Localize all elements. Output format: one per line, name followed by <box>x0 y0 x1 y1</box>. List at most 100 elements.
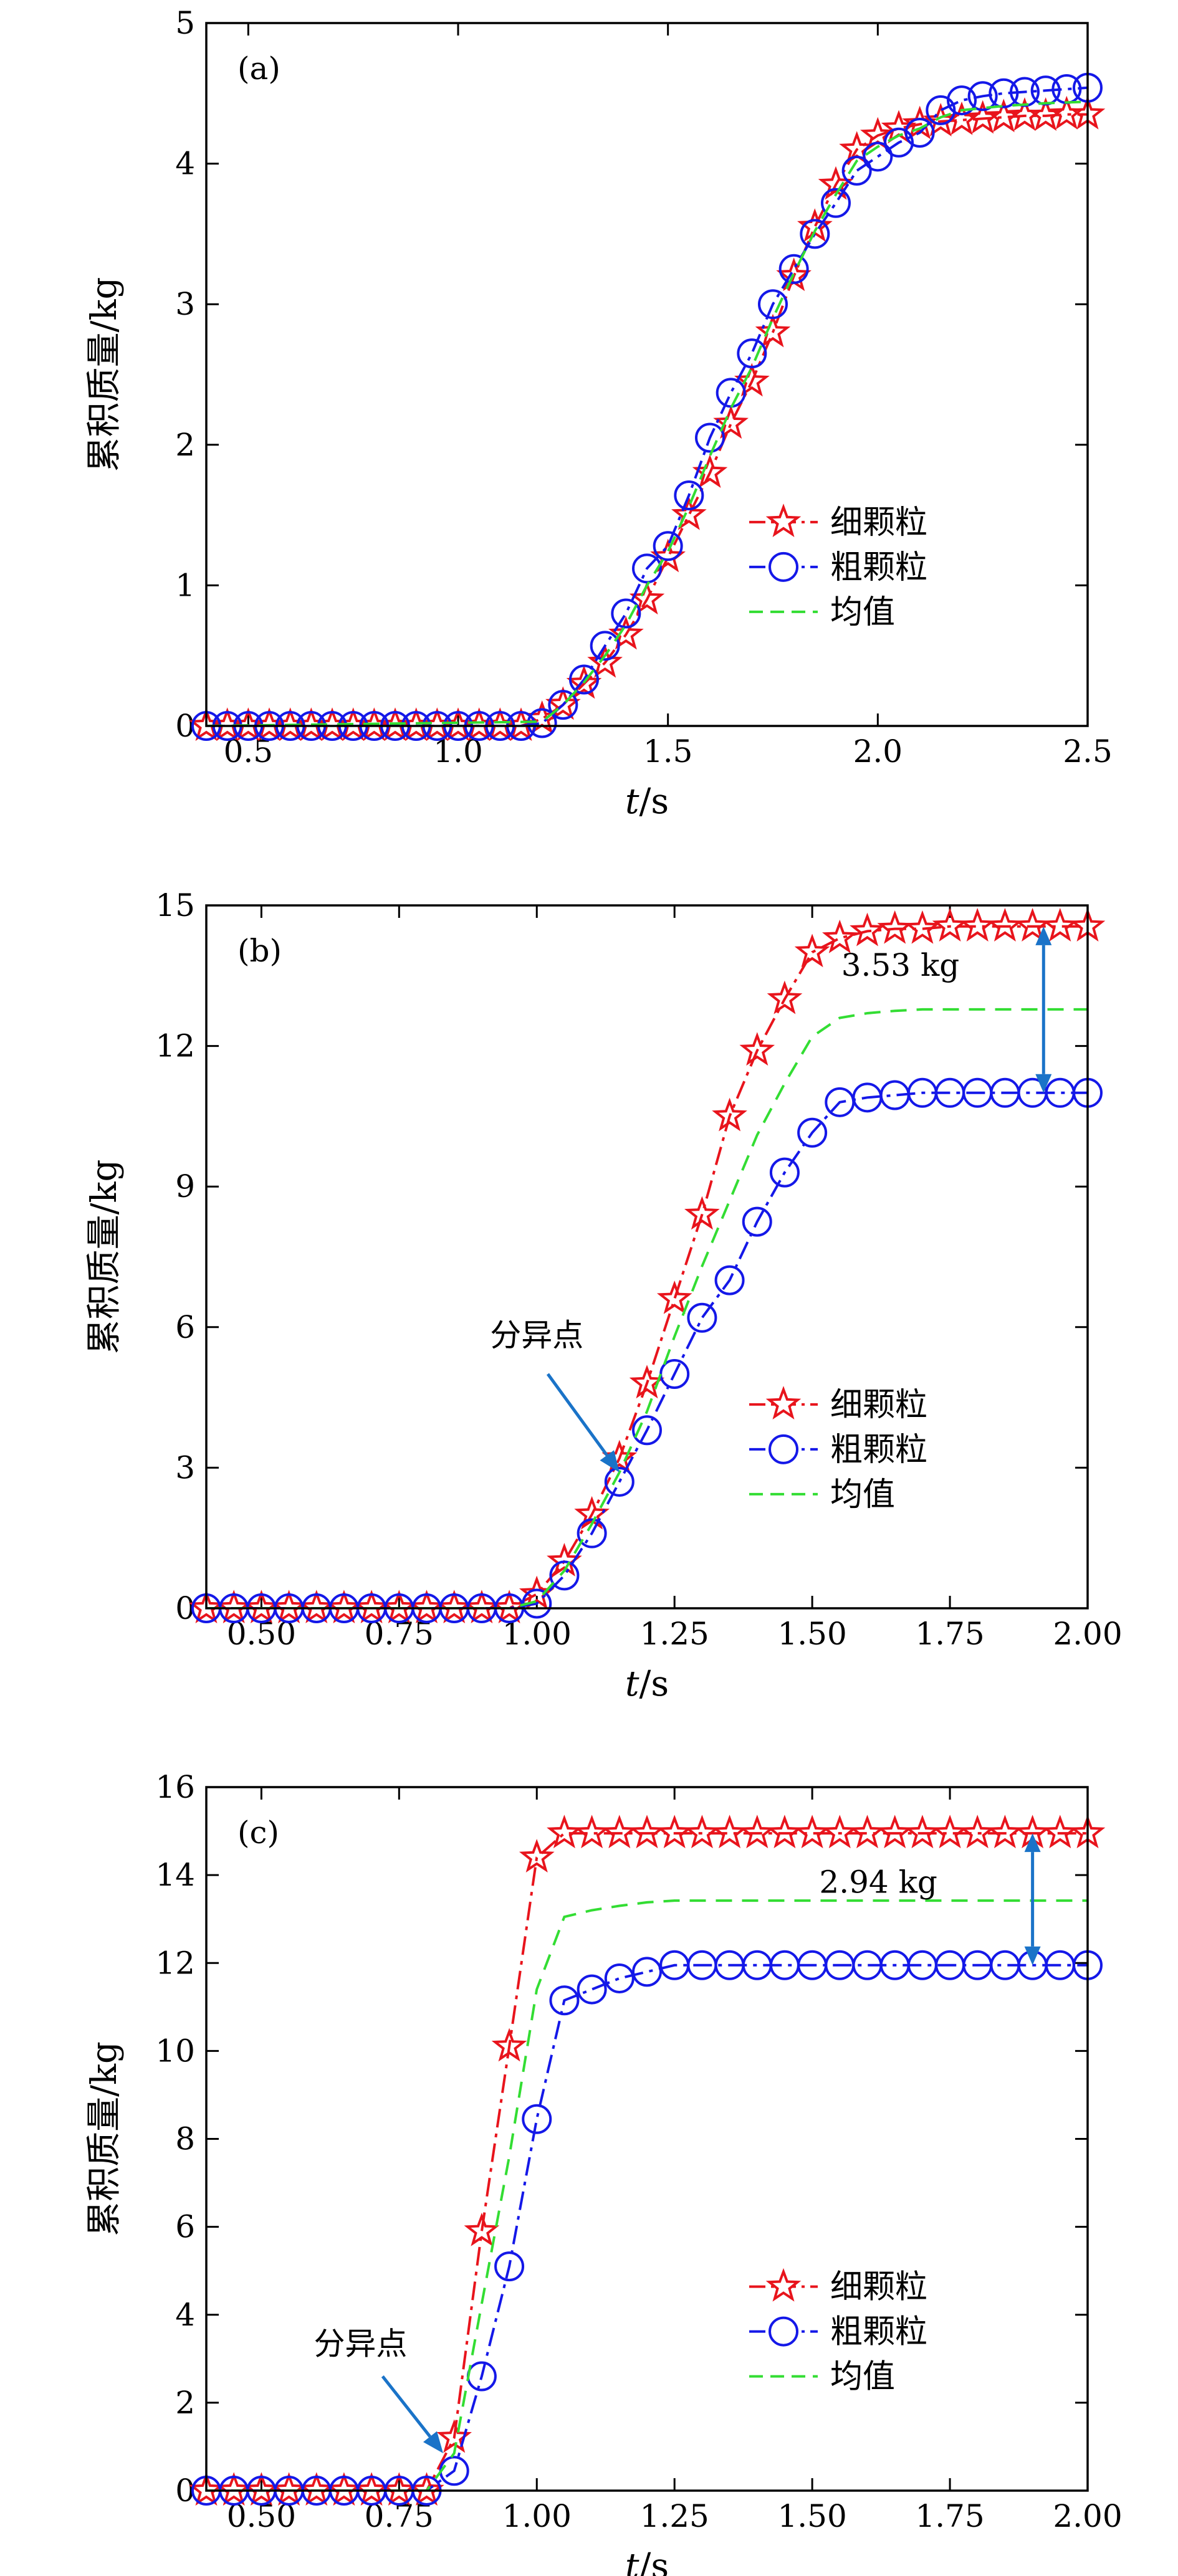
data-point-circle <box>604 1466 634 1497</box>
data-point-star <box>271 2472 307 2506</box>
panel-label: (b) <box>237 933 282 969</box>
data-point-star <box>739 1032 775 1066</box>
data-point-star <box>353 2472 390 2506</box>
legend-item: 均值 <box>749 1476 895 1514</box>
data-point-star <box>822 919 858 953</box>
series-line <box>206 100 1088 726</box>
chart-panel-3: 0.50 0.75 1.00 1.25 1.50 1.75 2.00024681012141… <box>84 1769 1123 2576</box>
data-point-circle <box>577 1974 607 2005</box>
legend-label: 均值 <box>830 1476 895 1514</box>
data-point-star <box>1015 908 1051 942</box>
data-point-star <box>519 1839 555 1872</box>
data-point-star <box>353 1590 390 1624</box>
data-point-circle <box>569 664 599 695</box>
data-point-star <box>629 1365 665 1399</box>
y-tick-label: 3 <box>175 286 195 322</box>
data-point-star <box>850 1815 885 1849</box>
gap-arrowhead-top <box>1024 1833 1041 1853</box>
data-point-star <box>491 1590 527 1624</box>
data-point-star <box>671 496 707 530</box>
data-point-star <box>739 1815 775 1849</box>
data-point-star <box>1042 1815 1078 1849</box>
data-point-circle <box>549 1560 580 1591</box>
data-point-star <box>587 644 623 678</box>
plot-frame <box>205 1786 1089 2492</box>
chart-panel-2: 0.50 0.75 1.00 1.25 1.50 1.75 2.0003691215分异点3… <box>84 887 1123 1704</box>
y-tick-label: 12 <box>155 1028 195 1064</box>
data-point-star <box>409 1590 444 1624</box>
legend-item: 粗颗粒 <box>749 1431 927 1469</box>
data-point-star <box>601 1815 638 1849</box>
data-point-star <box>987 908 1023 942</box>
series-line <box>206 1832 1088 2491</box>
data-point-star <box>684 1196 720 1230</box>
gap-arrowhead-bottom <box>1035 1074 1052 1093</box>
data-point-star <box>547 1543 582 1577</box>
data-point-star <box>1028 97 1063 131</box>
data-point-star <box>409 2472 444 2506</box>
x-tick-label: 1.00 <box>502 2498 572 2534</box>
y-axis-label: 累积质量/kg <box>84 2041 125 2236</box>
data-point-circle <box>674 480 704 511</box>
data-point-circle <box>758 289 788 320</box>
data-point-circle <box>737 338 767 369</box>
data-point-circle <box>549 1985 580 2016</box>
y-tick-label: 4 <box>175 2297 195 2333</box>
data-point-circle <box>527 708 557 738</box>
legend-item: 均值 <box>749 2359 895 2396</box>
legend-label: 细颗粒 <box>830 1386 927 1424</box>
annotation-arrow <box>381 2375 431 2438</box>
data-point-circle <box>632 1415 662 1446</box>
data-point-star <box>326 1590 362 1624</box>
x-tick-label: 1.5 <box>643 733 693 770</box>
y-tick-label: 16 <box>155 1769 195 1805</box>
legend-marker-star <box>765 503 802 537</box>
legend-label: 粗颗粒 <box>830 1431 927 1469</box>
data-point-star <box>794 1815 830 1849</box>
data-point-circle <box>800 219 830 249</box>
data-point-circle <box>863 141 893 172</box>
x-tick-label: 1.25 <box>640 1616 709 1652</box>
data-point-star <box>1042 908 1078 942</box>
series-细颗粒 <box>188 1815 1106 2506</box>
data-point-circle <box>604 1963 634 1993</box>
data-point-star <box>464 2212 500 2246</box>
legend-item: 粗颗粒 <box>749 2314 927 2351</box>
x-axis-label: t/s <box>625 2546 669 2576</box>
y-tick-label: 2 <box>175 2385 195 2421</box>
data-point-star <box>794 933 830 968</box>
data-point-circle <box>632 553 662 584</box>
data-point-circle <box>548 690 578 720</box>
legend-marker-circle <box>769 2316 799 2347</box>
data-point-circle <box>687 1302 717 1333</box>
legend-marker-circle <box>769 1434 799 1464</box>
data-point-star <box>566 665 602 699</box>
data-point-star <box>656 1815 692 1849</box>
panel-label: (c) <box>237 1815 279 1851</box>
gap-arrowhead-top <box>1035 926 1052 945</box>
series-均值 <box>206 1899 1088 2491</box>
data-point-star <box>299 1590 335 1624</box>
series-line <box>206 1008 1088 1608</box>
data-point-circle <box>577 1518 607 1548</box>
data-point-star <box>734 363 770 397</box>
data-point-star <box>713 405 749 439</box>
data-point-star <box>656 1280 692 1314</box>
x-tick-label: 1.25 <box>640 2498 709 2534</box>
x-tick-label: 2.00 <box>1053 1616 1122 1652</box>
data-point-circle <box>884 127 914 158</box>
data-point-circle <box>904 117 935 148</box>
data-point-star <box>243 2472 279 2506</box>
y-tick-label: 2 <box>175 427 195 463</box>
legend-label: 均值 <box>830 594 895 631</box>
data-point-circle <box>632 1957 662 1987</box>
legend-marker-star <box>765 1386 802 1419</box>
data-point-star <box>243 1590 279 1624</box>
plot-frame <box>205 904 1089 1610</box>
x-axis-label: t/s <box>625 1664 669 1704</box>
panel-label: (a) <box>237 50 280 87</box>
annotation-arrowhead <box>423 2431 444 2454</box>
data-point-circle <box>653 531 683 561</box>
